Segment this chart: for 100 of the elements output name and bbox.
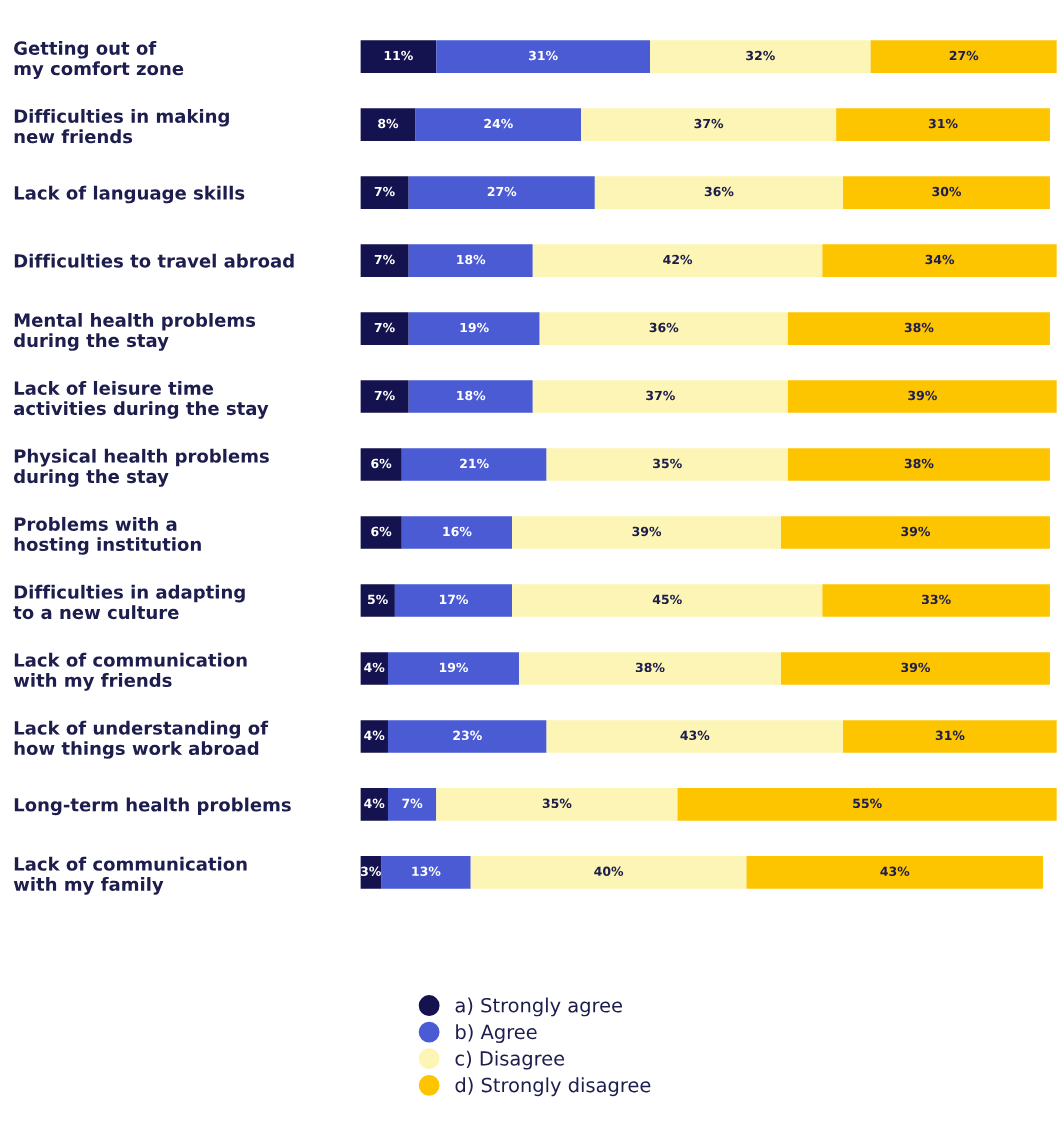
data-label: 43%: [680, 730, 710, 741]
data-label: 19%: [439, 662, 469, 673]
bar: [360, 312, 409, 345]
data-label: 21%: [460, 458, 489, 469]
data-label: 43%: [880, 866, 910, 877]
data-label: 19%: [460, 322, 489, 333]
y-tick-label: Lack of understanding of how things work abroad: [14, 720, 269, 759]
y-tick-label: Difficulties to travel abroad: [14, 253, 294, 268]
bar: [532, 244, 823, 277]
data-label: 27%: [949, 50, 979, 61]
bar: [381, 856, 471, 889]
data-label: 17%: [439, 594, 469, 605]
data-label: 34%: [925, 254, 955, 265]
bar: [408, 380, 533, 413]
bar: [836, 108, 1050, 141]
legend-label: c) Disagree: [455, 1050, 565, 1070]
bar: [360, 788, 388, 821]
data-label: 36%: [704, 186, 734, 197]
data-label: 7%: [374, 254, 395, 265]
y-tick-label: Lack of communication with my family: [13, 856, 247, 895]
bar: [843, 720, 1057, 753]
data-label: 11%: [384, 50, 413, 61]
y-tick-label: Long-term health problems: [14, 797, 291, 816]
data-label: 4%: [364, 662, 385, 673]
data-label: 38%: [904, 322, 934, 333]
data-label: 45%: [652, 594, 682, 605]
bar: [870, 40, 1057, 73]
bar: [408, 244, 533, 277]
bar: [436, 40, 650, 73]
data-label: 35%: [542, 798, 572, 809]
data-label: 42%: [663, 254, 693, 265]
bar: [360, 516, 402, 549]
data-label: 7%: [402, 798, 423, 809]
bar: [360, 108, 416, 141]
data-label: 27%: [487, 186, 517, 197]
y-tick-label: Mental health problems during the stay: [13, 312, 256, 351]
data-label: 55%: [853, 798, 882, 809]
y-tick-label: Lack of leisure time activities during the stay: [13, 380, 269, 419]
bar: [532, 380, 788, 413]
bar: [843, 176, 1050, 209]
bar: [360, 448, 402, 481]
bar: [787, 312, 1050, 345]
bar: [360, 584, 395, 617]
data-label: 35%: [653, 458, 682, 469]
bar: [360, 244, 409, 277]
bar: [408, 176, 595, 209]
y-tick-label: Difficulties in making new friends: [14, 108, 229, 144]
data-label: 31%: [529, 50, 558, 61]
bar: [360, 720, 388, 753]
data-label: 18%: [457, 254, 486, 265]
bar: [360, 176, 409, 209]
data-label: 16%: [443, 526, 472, 537]
data-label: 23%: [453, 730, 482, 741]
data-label: 5%: [367, 594, 388, 605]
bar: [360, 652, 388, 685]
data-label: 7%: [374, 390, 395, 401]
bar: [787, 380, 1057, 413]
y-tick-label: Problems with a hosting institution: [14, 516, 201, 555]
data-label: 39%: [632, 526, 662, 537]
legend-label: d) Strongly disagree: [455, 1077, 651, 1097]
data-label: 7%: [374, 186, 395, 197]
y-tick-label: Physical health problems during the stay: [13, 448, 269, 487]
data-label: 6%: [371, 458, 392, 469]
bar: [401, 448, 547, 481]
bar: [781, 516, 1050, 549]
data-label: 4%: [364, 730, 385, 741]
data-label: 39%: [908, 390, 937, 401]
data-label: 18%: [457, 390, 486, 401]
data-label: 40%: [594, 866, 624, 877]
bar: [746, 856, 1044, 889]
data-label: 31%: [928, 118, 958, 129]
data-label: 30%: [932, 186, 962, 197]
y-tick-label: Lack of communication with my friends: [13, 652, 247, 691]
y-tick-label: Lack of language skills: [14, 185, 245, 204]
data-label: 4%: [364, 798, 385, 809]
bar: [581, 108, 837, 141]
data-label: 36%: [649, 322, 679, 333]
data-label: 39%: [901, 526, 931, 537]
bar: [594, 176, 844, 209]
bar: [436, 788, 678, 821]
bar: [360, 40, 437, 73]
data-label: 6%: [371, 526, 392, 537]
bar: [360, 380, 409, 413]
data-label: 13%: [412, 866, 441, 877]
data-label: 39%: [901, 662, 931, 673]
bar: [539, 312, 788, 345]
bar: [650, 40, 871, 73]
bar: [415, 108, 582, 141]
bar: [822, 584, 1050, 617]
bar: [387, 788, 437, 821]
data-label: 3%: [360, 866, 381, 877]
bar: [394, 584, 513, 617]
bar: [677, 788, 1057, 821]
bar: [787, 448, 1050, 481]
legend-label: a) Strongly agree: [455, 997, 622, 1017]
data-label: 38%: [904, 458, 934, 469]
bar: [822, 244, 1057, 277]
bar: [470, 856, 747, 889]
data-label: 31%: [935, 730, 965, 741]
bar: [512, 584, 823, 617]
